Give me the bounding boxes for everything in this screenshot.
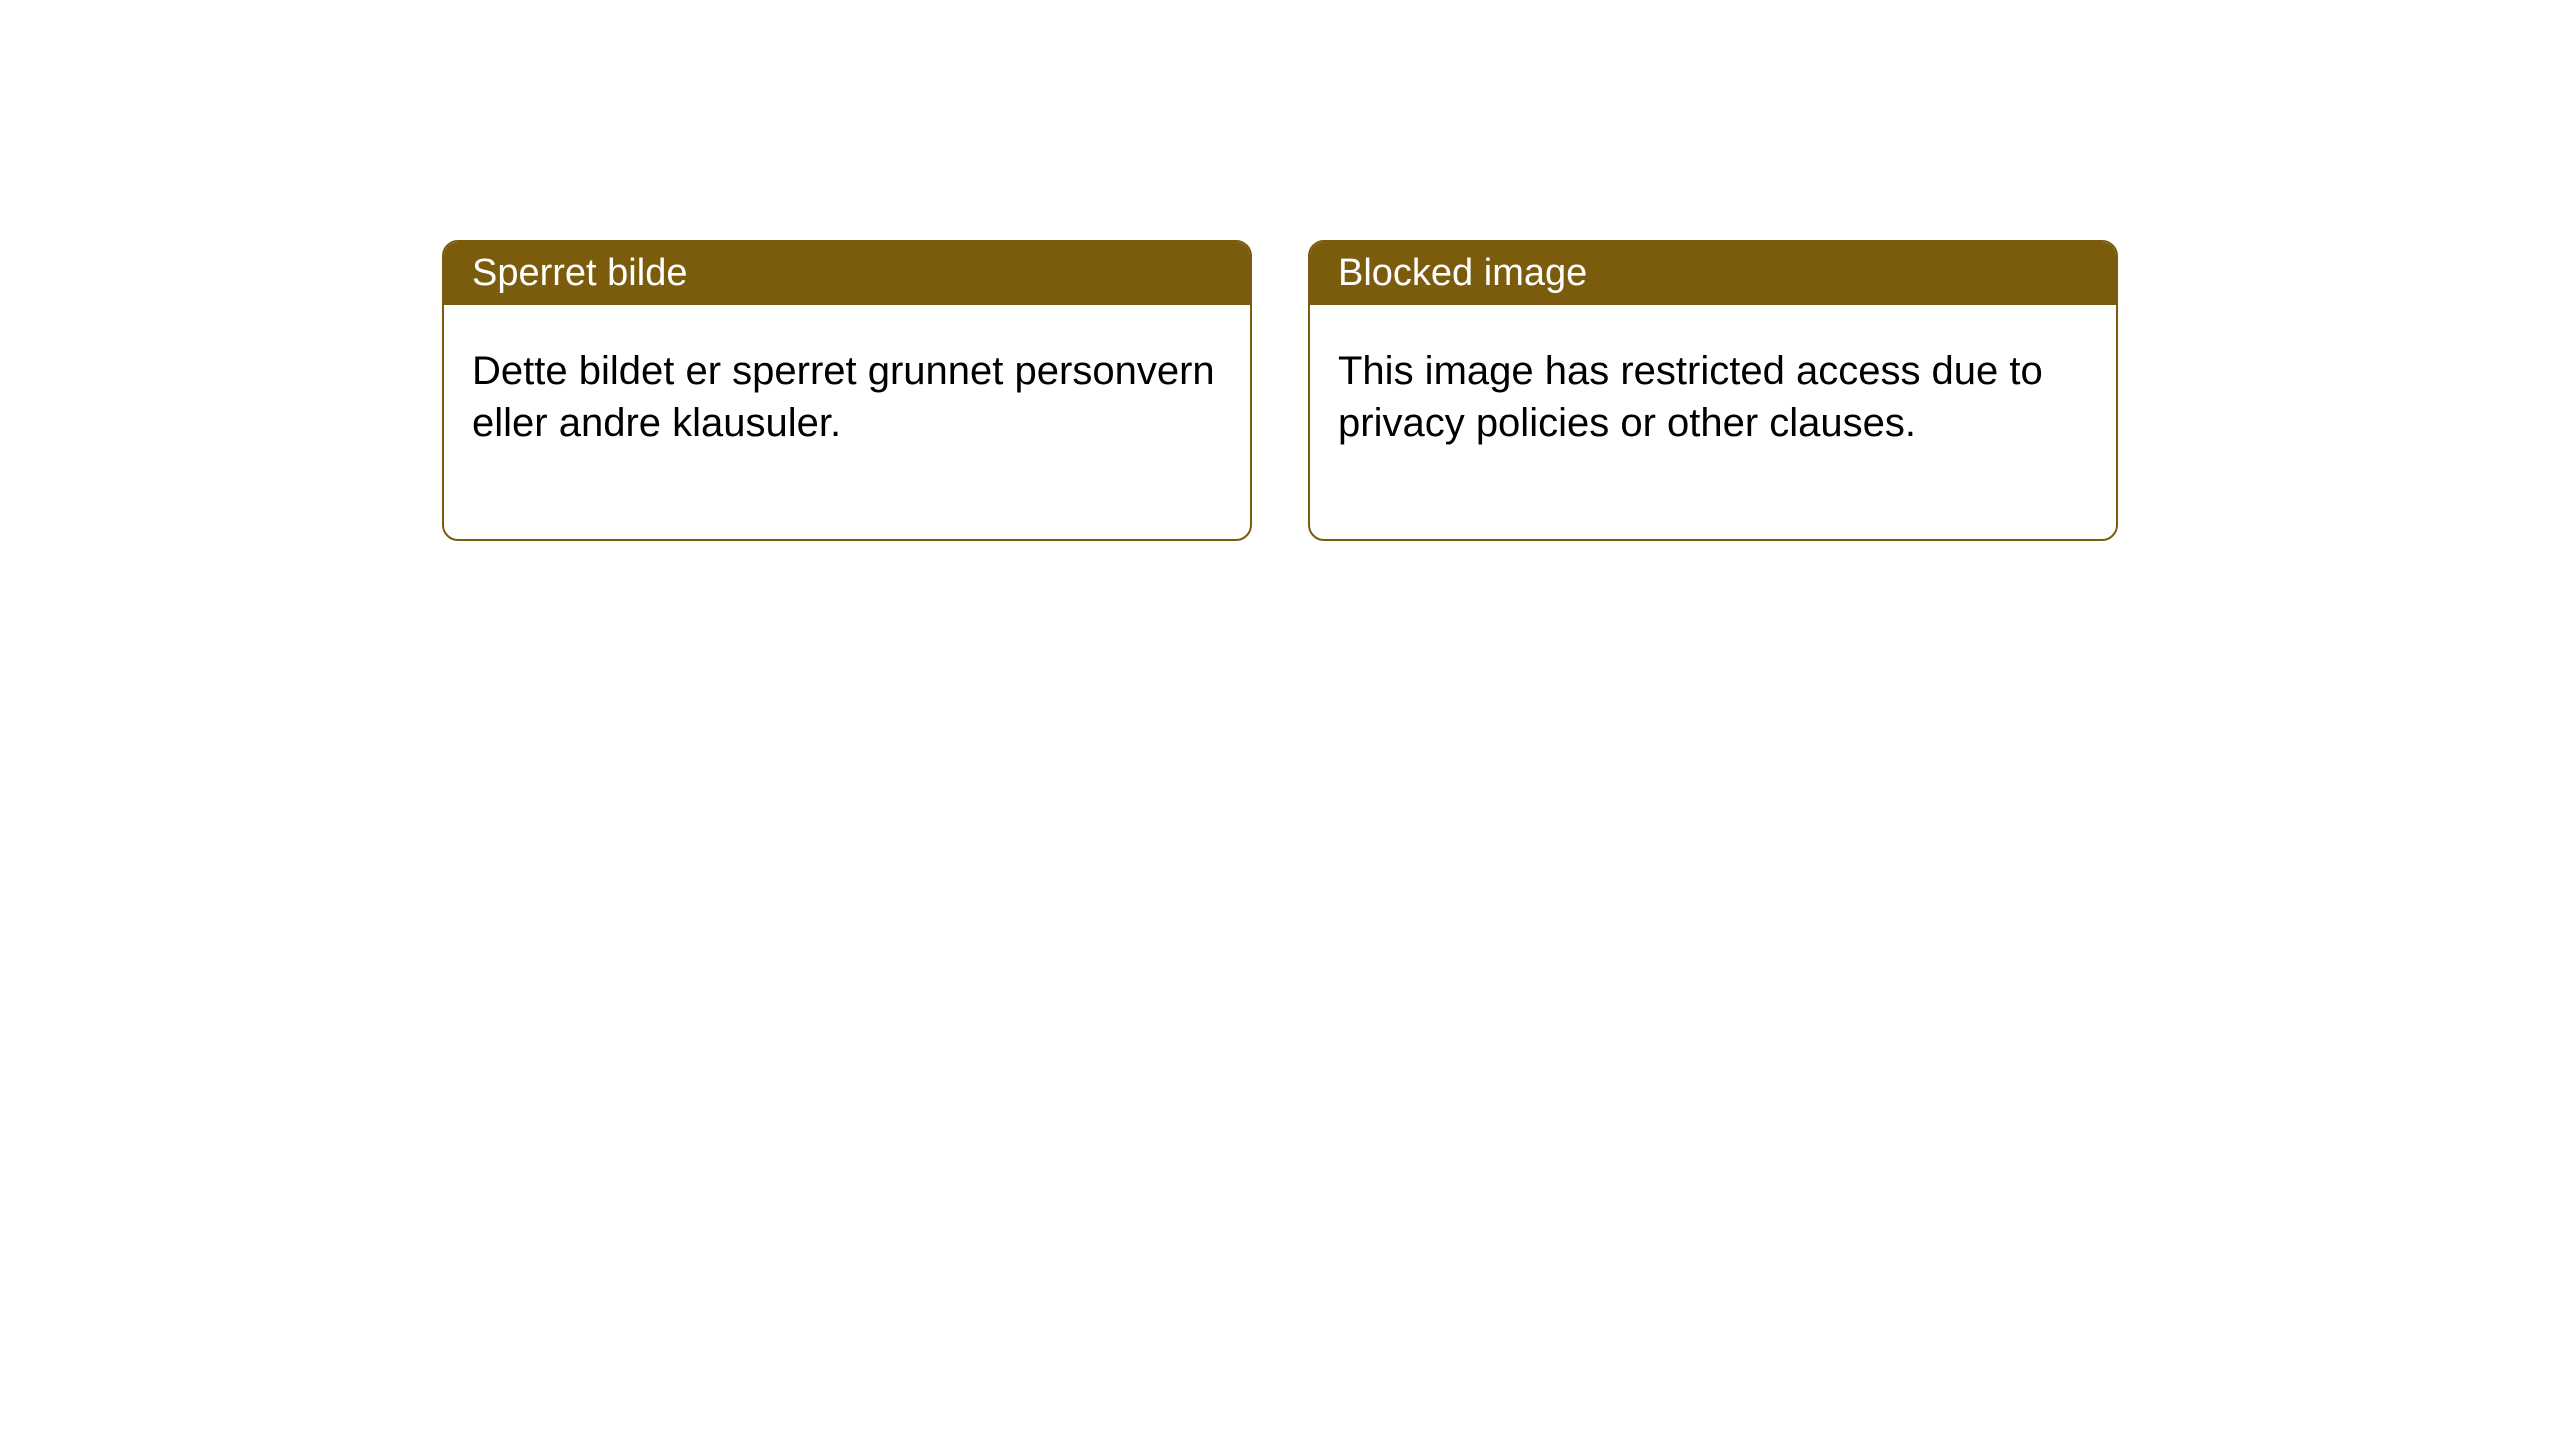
notice-container: Sperret bilde Dette bildet er sperret gr… bbox=[0, 240, 2560, 541]
notice-header: Sperret bilde bbox=[444, 242, 1250, 305]
notice-body: This image has restricted access due to … bbox=[1310, 305, 2116, 539]
notice-box-norwegian: Sperret bilde Dette bildet er sperret gr… bbox=[442, 240, 1252, 541]
notice-body: Dette bildet er sperret grunnet personve… bbox=[444, 305, 1250, 539]
notice-header: Blocked image bbox=[1310, 242, 2116, 305]
notice-box-english: Blocked image This image has restricted … bbox=[1308, 240, 2118, 541]
